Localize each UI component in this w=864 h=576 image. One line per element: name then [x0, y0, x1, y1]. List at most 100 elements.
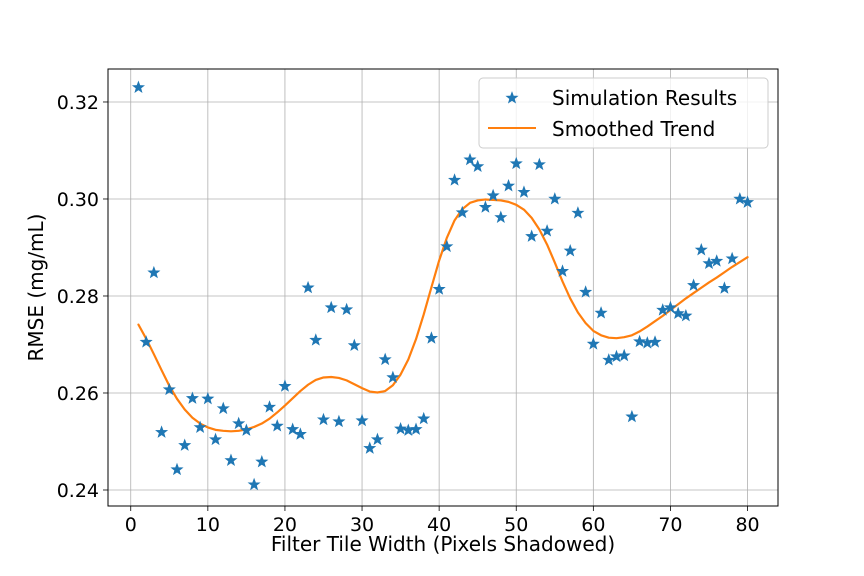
simulation-point: [424, 331, 438, 344]
x-tick-label: 40: [427, 514, 451, 536]
legend-label-simulation: Simulation Results: [552, 86, 737, 110]
simulation-point: [579, 285, 593, 298]
simulation-point: [316, 412, 331, 426]
simulation-point: [471, 159, 485, 173]
y-tick-label: 0.26: [57, 383, 99, 405]
simulation-point: [671, 306, 685, 320]
simulation-point: [131, 80, 145, 93]
simulation-point: [555, 264, 570, 277]
y-tick-label: 0.28: [57, 286, 99, 308]
simulation-point: [286, 422, 300, 435]
x-tick-label: 20: [273, 514, 297, 536]
simulation-point: [232, 416, 246, 430]
simulation-point: [494, 210, 508, 223]
simulation-point: [162, 382, 176, 396]
simulation-point: [694, 243, 708, 256]
simulation-point: [363, 441, 377, 454]
y-tick-label: 0.24: [57, 480, 99, 502]
simulation-point: [216, 401, 230, 415]
simulation-point: [247, 477, 261, 491]
legend: Simulation Results Smoothed Trend: [478, 77, 769, 149]
legend-star-marker: [505, 91, 519, 104]
simulation-point: [324, 300, 338, 314]
simulation-point: [224, 453, 238, 466]
simulation-point: [239, 423, 253, 436]
ticks-layer: 0 10 20 30 40 50 60 70 80 0.24 0.26 0.28 0.30 0.32: [57, 92, 760, 536]
simulation-point: [679, 309, 693, 322]
simulation-point: [455, 205, 469, 219]
simulation-point: [633, 334, 647, 348]
simulation-point: [355, 413, 369, 427]
simulation-point: [394, 422, 408, 435]
trend-layer: [137, 198, 749, 433]
x-tick-label: 60: [581, 514, 605, 536]
legend-box: [478, 77, 769, 149]
simulation-point: [332, 414, 346, 428]
y-axis-label: RMSE (mg/mL): [24, 214, 48, 362]
simulation-point: [563, 244, 577, 257]
x-tick-label: 30: [350, 514, 374, 536]
legend-scatter-swatch: [505, 91, 519, 104]
simulation-point: [525, 229, 539, 242]
simulation-point: [340, 302, 354, 316]
simulation-point: [170, 462, 184, 476]
simulation-point: [193, 420, 207, 433]
x-tick-label: 50: [504, 514, 528, 536]
simulation-point: [741, 195, 755, 208]
simulation-point: [725, 251, 739, 265]
simulation-point: [155, 425, 169, 438]
simulation-point: [417, 411, 431, 425]
plot-frame: [107, 68, 779, 507]
simulation-point: [486, 188, 500, 202]
simulation-point: [502, 179, 516, 192]
simulation-point: [532, 157, 546, 171]
simulation-point: [648, 335, 662, 348]
simulation-point: [255, 454, 269, 468]
simulation-point: [687, 278, 701, 291]
simulation-point: [278, 379, 292, 392]
simulation-point: [178, 438, 192, 451]
simulation-point: [209, 432, 223, 446]
smoothed-trend-line: [137, 198, 749, 433]
simulation-point: [540, 224, 554, 237]
simulation-point: [717, 281, 731, 294]
simulation-point: [301, 280, 315, 294]
simulation-point: [262, 400, 277, 413]
simulation-point: [293, 427, 307, 440]
simulation-point: [702, 256, 716, 270]
simulation-point: [378, 352, 392, 366]
simulation-point: [663, 300, 677, 314]
simulation-point: [448, 173, 462, 186]
simulation-point: [347, 338, 361, 352]
simulation-point: [440, 239, 454, 253]
x-tick-label: 0: [125, 514, 137, 536]
x-tick-label: 80: [735, 514, 759, 536]
simulation-point: [147, 265, 161, 279]
simulation-point: [594, 306, 608, 319]
y-tick-label: 0.32: [57, 92, 99, 114]
simulation-point: [270, 419, 284, 432]
points-layer: [131, 80, 755, 491]
simulation-point: [733, 192, 747, 205]
simulation-point: [571, 206, 585, 219]
simulation-point: [185, 391, 199, 404]
simulation-point: [586, 337, 600, 350]
simulation-point: [432, 282, 446, 295]
simulation-point: [463, 152, 477, 166]
x-axis-label: Filter Tile Width (Pixels Shadowed): [271, 532, 615, 556]
simulation-point: [370, 432, 384, 446]
legend-label-trend: Smoothed Trend: [552, 117, 715, 141]
simulation-point: [602, 353, 616, 366]
simulation-point: [710, 254, 724, 267]
simulation-point: [548, 192, 562, 205]
x-tick-label: 70: [658, 514, 682, 536]
simulation-point: [409, 422, 423, 435]
simulation-point: [656, 303, 670, 316]
simulation-point: [309, 333, 323, 346]
simulation-point: [478, 200, 492, 213]
simulation-point: [509, 156, 523, 170]
simulation-point: [386, 370, 400, 384]
simulation-point: [517, 185, 531, 198]
